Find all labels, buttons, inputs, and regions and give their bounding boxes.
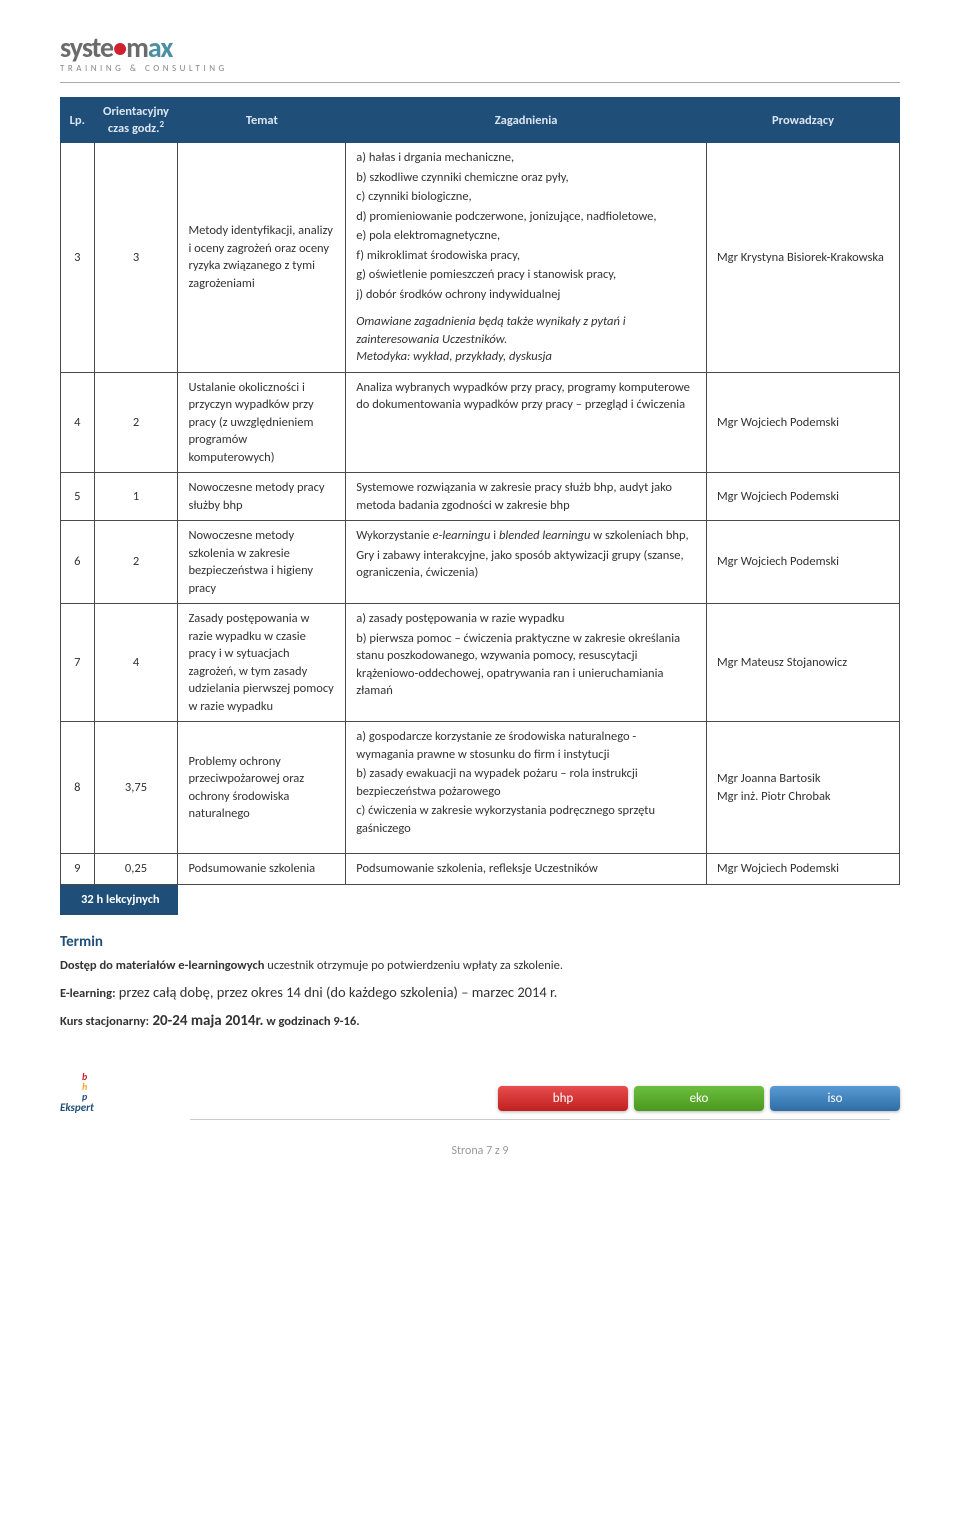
logo-dot: • [113,30,126,65]
cell-topic: Ustalanie okoliczności i przyczyn wypadk… [178,372,346,473]
table-row: 42Ustalanie okoliczności i przyczyn wypa… [61,372,900,473]
iso-button[interactable]: iso [770,1086,900,1111]
page-number: Strona 7 z 9 [60,1144,900,1158]
termin-p2-bold: E-learning: [60,986,116,1001]
logo-pre: syste [60,30,113,65]
table-total-row: 32 h lekcyjnych [61,884,900,915]
cell-lp: 4 [61,372,95,473]
termin-p1-bold: Dostęp do materiałów e-learningowych [60,958,264,973]
th-lead: Prowadzący [707,98,900,143]
bhp-button[interactable]: bhp [498,1086,628,1111]
footer-logo: b h p Ekspert [60,1072,94,1113]
termin-p2: E-learning: przez całą dobę, przez okres… [60,982,900,1004]
termin-p3-b2: 20-24 maja 2014r. [149,1012,263,1030]
table-header-row: Lp. Orientacyjny czas godz.2 Temat Zagad… [61,98,900,143]
cell-lp: 5 [61,473,95,521]
cell-issues: Analiza wybranych wypadków przy pracy, p… [346,372,707,473]
cell-lead: Mgr Mateusz Stojanowicz [707,604,900,722]
th-time-sup: 2 [159,119,164,130]
cell-time: 4 [94,604,178,722]
termin-p1: Dostęp do materiałów e-learningowych ucz… [60,957,900,976]
cell-lp: 7 [61,604,95,722]
header-divider [60,82,900,83]
cell-lead: Mgr Wojciech Podemski [707,854,900,885]
cell-topic: Zasady postępowania w razie wypadku w cz… [178,604,346,722]
th-topic: Temat [178,98,346,143]
logo-post: ax [148,30,172,65]
total-hours: 32 h lekcyjnych [61,884,178,915]
cell-issues: a) gospodarcze korzystanie ze środowiska… [346,722,707,854]
cell-topic: Metody identyfikacji, analizy i oceny za… [178,143,346,373]
eko-button[interactable]: eko [634,1086,764,1111]
cell-issues: a) hałas i drgania mechaniczne,b) szkodl… [346,143,707,373]
termin-p3: Kurs stacjonarny: 20-24 maja 2014r. w go… [60,1010,900,1033]
table-row: 83,75Problemy ochrony przeciwpożarowej o… [61,722,900,854]
table-row: 74Zasady postępowania w razie wypadku w … [61,604,900,722]
footer-logo-ekspert: Ekspert [60,1101,94,1114]
cell-time: 2 [94,372,178,473]
cell-lp: 8 [61,722,95,854]
cell-topic: Nowoczesne metody szkolenia w zakresie b… [178,521,346,604]
termin-section: Termin Dostęp do materiałów e-learningow… [60,933,900,1032]
cell-issues: Podsumowanie szkolenia, refleksje Uczest… [346,854,707,885]
cell-lp: 3 [61,143,95,373]
logo-mid: m [126,30,148,65]
cell-lp: 9 [61,854,95,885]
cell-lp: 6 [61,521,95,604]
cell-topic: Podsumowanie szkolenia [178,854,346,885]
termin-p1-rest: uczestnik otrzymuje po potwierdzeniu wpł… [264,958,563,973]
cell-lead: Mgr Joanna BartosikMgr inż. Piotr Chroba… [707,722,900,854]
th-lp: Lp. [61,98,95,143]
cell-lead: Mgr Wojciech Podemski [707,473,900,521]
footer: b h p Ekspert bhp eko iso [60,1072,900,1132]
footer-buttons: bhp eko iso [498,1086,900,1111]
cell-issues: a) zasady postępowania w razie wypadkub)… [346,604,707,722]
cell-topic: Nowoczesne metody pracy służby bhp [178,473,346,521]
curriculum-table: Lp. Orientacyjny czas godz.2 Temat Zagad… [60,97,900,915]
logo-wordmark: syste•max [60,30,900,65]
logo: syste•max TRAINING & CONSULTING [60,30,900,74]
table-row: 51Nowoczesne metody pracy służby bhpSyst… [61,473,900,521]
termin-p3-b3: w godzinach 9-16. [264,1014,360,1029]
logo-subtitle: TRAINING & CONSULTING [60,63,900,74]
table-row: 62Nowoczesne metody szkolenia w zakresie… [61,521,900,604]
cell-issues: Wykorzystanie e-learningu i blended lear… [346,521,707,604]
cell-lead: Mgr Krystyna Bisiorek-Krakowska [707,143,900,373]
termin-p3-b1: Kurs stacjonarny: [60,1014,149,1029]
cell-time: 3,75 [94,722,178,854]
th-issues: Zagadnienia [346,98,707,143]
cell-time: 3 [94,143,178,373]
cell-time: 0,25 [94,854,178,885]
table-row: 90,25Podsumowanie szkoleniaPodsumowanie … [61,854,900,885]
cell-issues: Systemowe rozwiązania w zakresie pracy s… [346,473,707,521]
termin-heading: Termin [60,933,900,951]
termin-p2-rest: przez całą dobę, przez okres 14 dni (do … [116,983,558,1001]
cell-lead: Mgr Wojciech Podemski [707,521,900,604]
th-time: Orientacyjny czas godz.2 [94,98,178,143]
footer-divider [190,1119,890,1120]
cell-lead: Mgr Wojciech Podemski [707,372,900,473]
cell-time: 2 [94,521,178,604]
table-row: 33Metody identyfikacji, analizy i oceny … [61,143,900,373]
cell-time: 1 [94,473,178,521]
cell-topic: Problemy ochrony przeciwpożarowej oraz o… [178,722,346,854]
